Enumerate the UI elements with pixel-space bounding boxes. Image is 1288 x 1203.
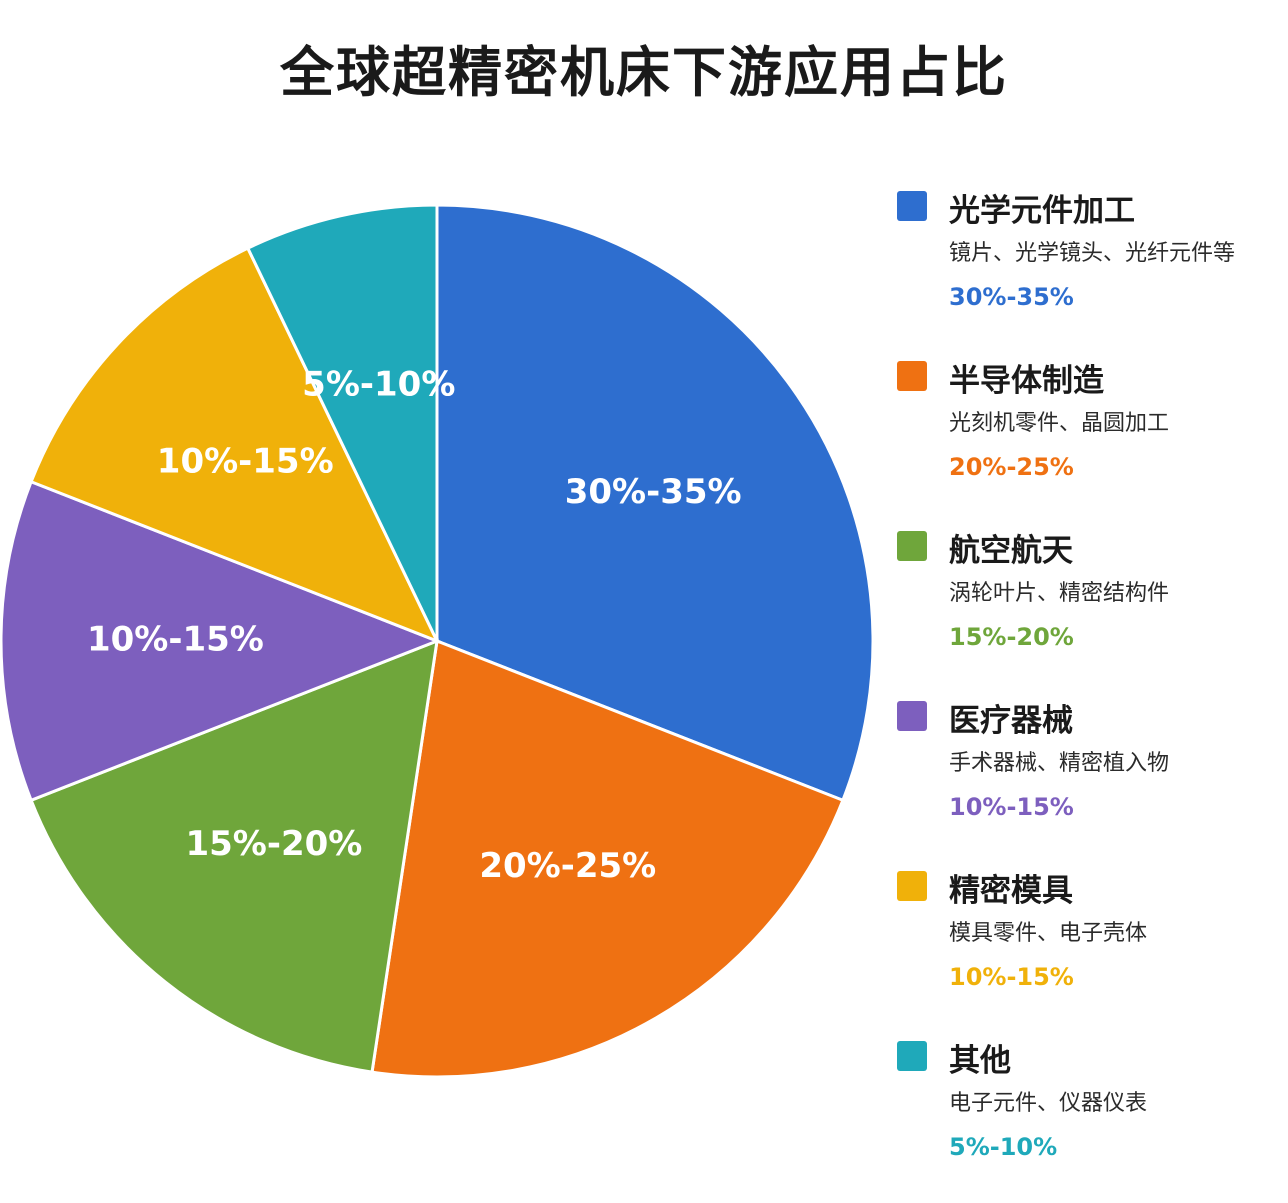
legend-swatch xyxy=(897,871,927,901)
slice-label: 10%-15% xyxy=(157,442,334,482)
slice-label: 5%-10% xyxy=(302,364,455,404)
legend-desc: 手术器械、精密植入物 xyxy=(949,751,1170,776)
legend-desc: 光刻机零件、晶圆加工 xyxy=(949,411,1170,436)
slice-label: 20%-25% xyxy=(479,846,656,886)
legend-item-semiconductor: 半导体制造 光刻机零件、晶圆加工 20%-25% xyxy=(893,353,1283,523)
pie-slice xyxy=(29,638,439,1074)
legend-swatch xyxy=(897,191,927,221)
legend-desc: 涡轮叶片、精密结构件 xyxy=(949,581,1170,606)
slice-label: 30%-35% xyxy=(565,472,742,512)
legend-range: 10%-15% xyxy=(949,963,1074,991)
pie-slice xyxy=(0,479,442,803)
pie-slice xyxy=(29,246,441,644)
legend-swatch xyxy=(897,701,927,731)
legend-range: 15%-20% xyxy=(949,623,1074,651)
pie-slice xyxy=(370,638,845,1079)
legend-name: 医疗器械 xyxy=(949,703,1073,739)
legend-item-other: 其他 电子元件、仪器仪表 5%-10% xyxy=(893,1033,1283,1203)
legend-name: 其他 xyxy=(949,1043,1011,1079)
pie-chart: 30%-35% 20%-25% 15%-20% 10%-15% 10%-15% 5%-10… xyxy=(0,203,875,1079)
legend-item-aerospace: 航空航天 涡轮叶片、精密结构件 15%-20% xyxy=(893,523,1283,693)
legend-item-optical: 光学元件加工 镜片、光学镜头、光纤元件等 30%-35% xyxy=(893,183,1283,353)
legend: 光学元件加工 镜片、光学镜头、光纤元件等 30%-35% 半导体制造 光刻机零件… xyxy=(893,183,1283,1203)
legend-swatch xyxy=(897,361,927,391)
legend-swatch xyxy=(897,1041,927,1071)
legend-range: 10%-15% xyxy=(949,793,1074,821)
legend-desc: 镜片、光学镜头、光纤元件等 xyxy=(949,241,1236,266)
legend-item-mold: 精密模具 模具零件、电子壳体 10%-15% xyxy=(893,863,1283,1033)
chart-title: 全球超精密机床下游应用占比 xyxy=(280,41,1008,104)
pie-slice xyxy=(435,203,875,803)
legend-range: 5%-10% xyxy=(949,1133,1058,1161)
legend-name: 精密模具 xyxy=(949,873,1073,909)
legend-name: 光学元件加工 xyxy=(949,193,1135,229)
legend-name: 半导体制造 xyxy=(949,363,1104,399)
pie-slice xyxy=(245,203,439,642)
legend-range: 20%-25% xyxy=(949,453,1074,481)
legend-desc: 电子元件、仪器仪表 xyxy=(949,1091,1148,1116)
slice-label: 10%-15% xyxy=(87,620,264,660)
legend-swatch xyxy=(897,531,927,561)
slice-label: 15%-20% xyxy=(185,824,362,864)
legend-range: 30%-35% xyxy=(949,283,1074,311)
legend-item-medical: 医疗器械 手术器械、精密植入物 10%-15% xyxy=(893,693,1283,863)
legend-name: 航空航天 xyxy=(949,533,1073,569)
legend-desc: 模具零件、电子壳体 xyxy=(949,921,1148,946)
